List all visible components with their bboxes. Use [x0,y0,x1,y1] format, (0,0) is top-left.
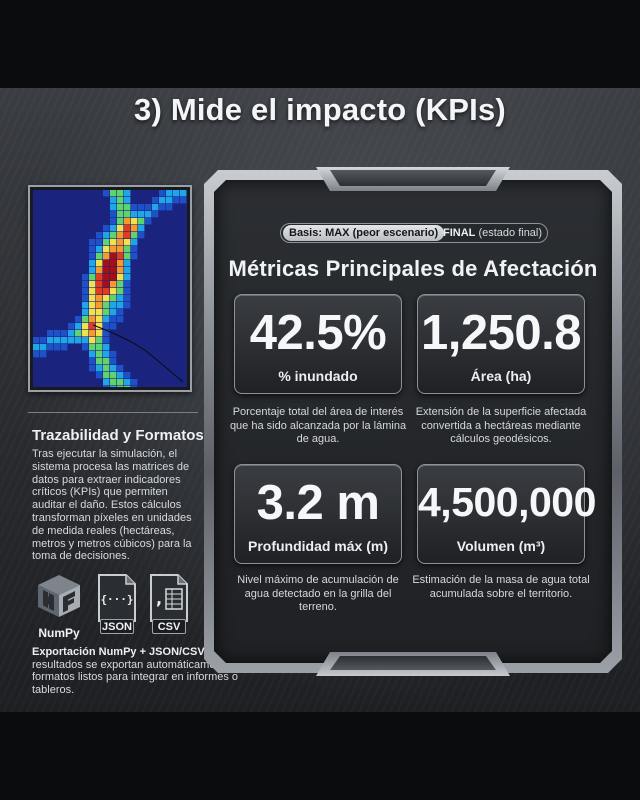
final-note: (estado final) [475,227,543,239]
numpy-label: NumPy [38,626,80,640]
json-label: JSON [100,619,134,634]
svg-text:,: , [156,589,162,608]
json-glyph: {···} [100,593,133,606]
kpi-description: Estimación de la masa de agua total acum… [412,574,590,600]
kpi-description: Nivel máximo de acumulación de agua dete… [237,574,399,613]
csv-file-icon: , CSV [148,573,190,639]
panel-top-tab-inset [330,170,496,186]
numpy-cube-icon [38,575,80,617]
basis-final-option[interactable]: FINAL (estado final) [443,224,542,242]
kpi-card-flooded-percent: 42.5% % inundado [234,294,402,394]
kpi-value: 42.5% [249,306,387,360]
kpi-label: % inundado [278,368,358,384]
numpy-logo: NumPy [30,573,88,640]
json-document-icon: {···} [98,574,136,622]
csv-label: CSV [152,619,186,634]
flood-heatmap [28,185,192,392]
panel-bottom-tab-inset [330,656,496,670]
metrics-panel [214,180,612,663]
top-band [0,0,640,88]
kpi-card-area: 1,250.8 Área (ha) [417,294,585,394]
kpi-card-volume: 4,500,000 Volumen (m³) [417,464,596,564]
csv-document-icon: , [150,574,188,622]
kpi-description: Extensión de la superficie afectada conv… [415,406,587,445]
kpi-description: Porcentaje total del área de interés que… [229,406,407,445]
kpi-label: Profundidad máx (m) [247,538,388,554]
traceability-description: Tras ejecutar la simulación, el sistema … [32,448,192,563]
final-label: FINAL [443,227,476,239]
kpi-value: 4,500,000 [418,479,596,525]
heatmap-image [33,190,187,387]
kpi-label: Área (ha) [470,368,532,384]
kpi-label: Volumen (m³) [456,538,546,554]
metrics-heading: Métricas Principales de Afectación [228,256,598,281]
traceability-heading: Trazabilidad y Formatos [32,427,204,444]
bottom-band [0,712,640,800]
basis-toggle[interactable]: Basis: MAX (peor escenario) FINAL (estad… [280,223,548,243]
json-file-icon: {···} JSON [96,573,138,639]
export-label: Exportación NumPy + JSON/CSV [32,646,205,658]
left-divider [28,412,198,413]
kpi-value: 3.2 m [256,476,380,530]
page-title: 3) Mide el impacto (KPIs) [134,92,506,127]
basis-max-option[interactable]: Basis: MAX (peor escenario) [283,225,445,241]
kpi-value: 1,250.8 [421,306,582,360]
kpi-card-max-depth: 3.2 m Profundidad máx (m) [234,464,402,564]
